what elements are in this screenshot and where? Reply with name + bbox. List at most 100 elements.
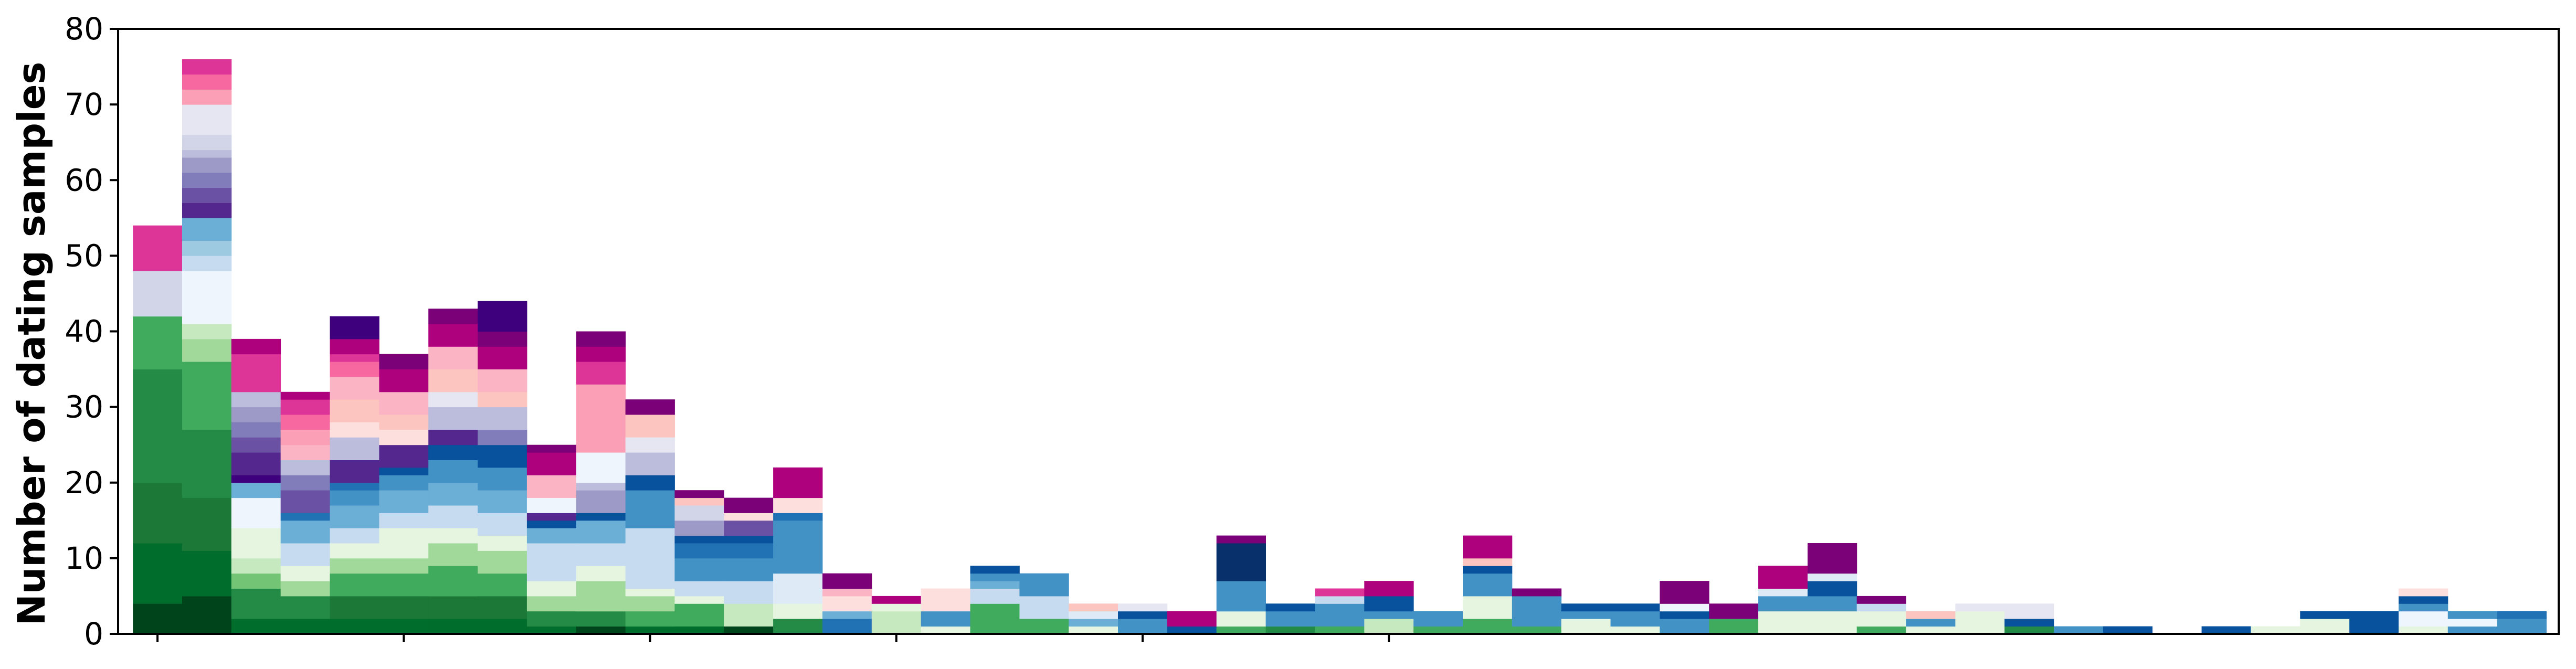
bar-segment (330, 362, 379, 377)
bar-segment (2497, 611, 2547, 619)
y-tick-label: 0 (84, 616, 103, 652)
bar-segment (231, 528, 281, 559)
bar-segment (526, 543, 577, 581)
bar-segment (921, 611, 970, 627)
bar-segment (231, 338, 281, 355)
bar-segment (1069, 626, 1118, 634)
y-tick-label: 60 (65, 162, 103, 198)
bar-segment (182, 218, 232, 241)
bar-segment (2054, 626, 2104, 634)
bar-segment (280, 513, 330, 521)
bar-segment (1758, 566, 1808, 589)
bar-segment (428, 528, 478, 544)
bar-segment (526, 520, 577, 528)
bar-segment (330, 596, 379, 619)
bar-segment (478, 513, 527, 536)
bar-segment (1463, 619, 1513, 634)
bar-segment (330, 377, 379, 400)
bar-segment (280, 444, 330, 460)
bar-segment (970, 603, 1020, 634)
bar-segment (379, 528, 429, 559)
bar-segment (773, 467, 823, 498)
bar-segment (182, 429, 232, 498)
bar-segment (1709, 603, 1759, 619)
bar-segment (1463, 558, 1513, 566)
bar-segment (1118, 603, 1168, 612)
bar-segment (182, 104, 232, 135)
bar-segment (526, 528, 577, 544)
bar-segment (379, 467, 429, 475)
bar-segment (625, 596, 675, 612)
bar-segment (379, 573, 429, 597)
bar-segment (2447, 626, 2498, 634)
bar-segment (182, 596, 232, 634)
bar-segment (330, 558, 379, 574)
bar-segment (1660, 581, 1709, 604)
bar-segment (822, 588, 872, 597)
bar-segment (773, 573, 823, 604)
bar-segment (133, 316, 183, 370)
x-axis-ticks (156, 634, 1390, 642)
bar-segment (182, 59, 232, 75)
bar-segment (1069, 603, 1118, 612)
bar-segment (2300, 619, 2350, 634)
bar-segment (1265, 603, 1315, 612)
bar-segment (182, 362, 232, 430)
bar-segment (379, 490, 429, 513)
bar-segment (1807, 573, 1857, 581)
y-axis-ticks: 0 10 20 30 40 50 60 70 80 (65, 11, 118, 652)
bar-segment (133, 271, 183, 317)
bar-segment (970, 588, 1020, 604)
bar-segment (724, 513, 774, 521)
bar-segment (280, 619, 330, 634)
bar-segment (576, 611, 626, 627)
bar-segment (1216, 535, 1266, 544)
bar-segment (1561, 611, 1611, 619)
bar-segment (182, 550, 232, 597)
bar-segment (231, 452, 281, 475)
bar-segment (625, 528, 675, 589)
bar-segment (1463, 596, 1513, 619)
bar-segment (182, 74, 232, 90)
bar-segment (2399, 588, 2448, 597)
bar-segment (773, 497, 823, 513)
bar-segment (1660, 603, 1709, 612)
bar-segment (576, 626, 626, 634)
bar-segment (231, 437, 281, 453)
bar-segment (182, 157, 232, 173)
bar-segment (724, 603, 774, 626)
bar-segment (526, 444, 577, 453)
bar-segment (625, 415, 675, 438)
bar-segment (231, 354, 281, 392)
bar-segment (2004, 619, 2054, 627)
bar-segment (674, 626, 724, 634)
bar-segment (182, 497, 232, 551)
bar-segment (822, 619, 872, 634)
bar-segment (1807, 543, 1857, 574)
bar-segment (1709, 619, 1759, 634)
bar-segment (379, 513, 429, 528)
bar-segment (1364, 619, 1414, 634)
bar-segment (625, 399, 675, 415)
bar-segment (822, 573, 872, 589)
bar-segment (280, 490, 330, 513)
bar-segment (428, 596, 478, 619)
bar-segment (182, 338, 232, 362)
bar-segment (1610, 603, 1660, 612)
bar-segment (182, 203, 232, 218)
bar-segment (724, 535, 774, 544)
bar-segment (330, 422, 379, 438)
bar-segment (674, 497, 724, 506)
bar-segment (1807, 596, 1857, 612)
bar-segment (1118, 611, 1168, 619)
bar-segment (921, 626, 970, 634)
bar-segment (1265, 626, 1315, 634)
bar-segment (379, 619, 429, 634)
bar-segment (674, 596, 724, 604)
bar-segment (280, 475, 330, 491)
bar-segment (133, 482, 183, 544)
bar-segment (625, 588, 675, 597)
bar-segment (280, 596, 330, 619)
bar-segment (231, 619, 281, 634)
bar-segment (625, 611, 675, 627)
